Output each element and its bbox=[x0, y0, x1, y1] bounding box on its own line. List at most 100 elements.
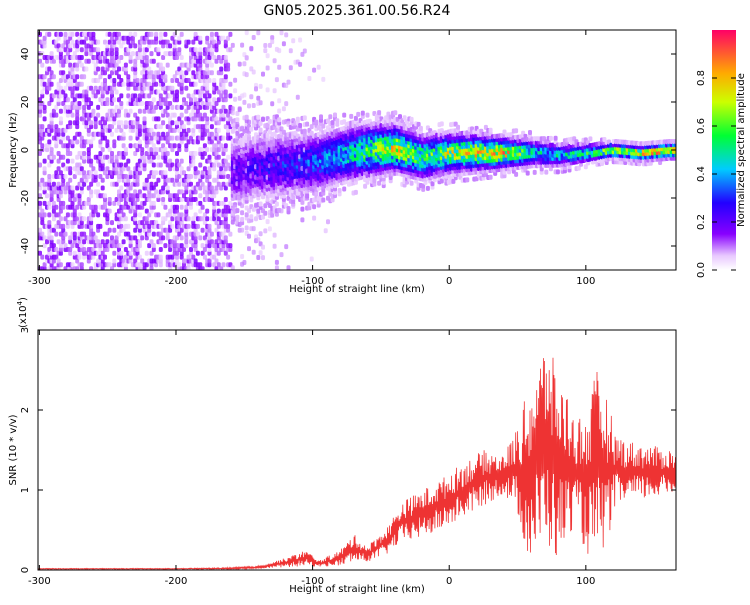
spectrogram-cell bbox=[135, 181, 140, 187]
spectrogram-cell bbox=[212, 112, 217, 118]
spectrogram-cell bbox=[230, 42, 235, 48]
spectrogram-cell bbox=[89, 170, 94, 176]
spectrogram-cell bbox=[189, 204, 193, 210]
spectrogram-cell bbox=[112, 66, 117, 72]
spectrogram-cell bbox=[172, 112, 177, 118]
spectrogram-cell bbox=[114, 154, 119, 160]
spectrogram-cell bbox=[84, 35, 89, 41]
spectrogram-cell bbox=[272, 232, 277, 238]
spectrogram-cell bbox=[277, 64, 282, 70]
spectrogram-cell bbox=[75, 185, 80, 191]
spectrogram-cell bbox=[72, 208, 77, 214]
spectrogram-cell bbox=[86, 116, 91, 122]
spectrogram-cell bbox=[56, 166, 61, 172]
spectrogram-cell bbox=[161, 55, 166, 60]
spectrogram-cell bbox=[110, 220, 114, 226]
spectrogram-cell bbox=[168, 208, 173, 214]
spectrogram-cell bbox=[200, 227, 205, 233]
spectrogram-cell bbox=[175, 124, 179, 130]
spectrogram-cell bbox=[279, 30, 284, 36]
spectrogram-cell bbox=[251, 226, 256, 232]
spectrogram-cell bbox=[103, 78, 107, 83]
spectrogram-cell bbox=[175, 89, 179, 95]
spectrogram-cell bbox=[205, 120, 210, 126]
spectrogram-cell bbox=[126, 181, 131, 187]
spectrogram-cell bbox=[207, 174, 212, 179]
spectrogram-cell bbox=[161, 66, 166, 72]
spectrogram-cell bbox=[186, 166, 191, 172]
spectrogram-cell bbox=[177, 143, 182, 149]
spectrogram-cell bbox=[123, 62, 128, 68]
spectrogram-cell bbox=[107, 147, 112, 153]
spectrogram-cell bbox=[179, 204, 184, 210]
spectrogram-cell bbox=[177, 162, 182, 168]
spectrogram-cell bbox=[151, 58, 156, 64]
spectrogram-cell bbox=[100, 66, 105, 72]
spectrogram-cell bbox=[193, 212, 198, 218]
spectrogram-cell bbox=[126, 47, 131, 53]
spectrogram-cell bbox=[237, 106, 242, 112]
spectrogram-cell bbox=[143, 270, 147, 275]
spectrogram-cell bbox=[100, 239, 105, 245]
spectrogram-cell bbox=[409, 116, 414, 122]
spectrogram-cell bbox=[200, 170, 205, 176]
spectrogram-cell bbox=[93, 120, 98, 126]
spectrogram-cell bbox=[212, 81, 217, 87]
spectrogram-cell bbox=[179, 212, 184, 218]
spectrogram-cell bbox=[103, 170, 107, 176]
spectrogram-cell bbox=[86, 174, 91, 179]
spectrogram-cell bbox=[70, 66, 75, 72]
spectrogram-cell bbox=[130, 35, 135, 41]
spectrogram-cell bbox=[207, 170, 212, 176]
spectrogram-cell bbox=[205, 66, 210, 72]
spectrogram-cell bbox=[202, 220, 207, 226]
spectrogram-cell bbox=[121, 258, 126, 264]
spectrogram-cell bbox=[45, 270, 49, 275]
spectrogram-cell bbox=[47, 181, 52, 187]
spectrogram-cell bbox=[133, 93, 138, 99]
spectrogram-cell bbox=[126, 85, 131, 91]
spectrogram-cell bbox=[202, 131, 207, 137]
spectrogram-cell bbox=[130, 97, 135, 103]
spectrogram-cell bbox=[47, 143, 52, 149]
spectrogram-cell bbox=[54, 124, 59, 130]
spectrogram-cell bbox=[149, 70, 154, 76]
spectrogram-cell bbox=[353, 115, 358, 121]
spectrogram-cell bbox=[214, 185, 219, 191]
spectrogram-cell bbox=[47, 177, 52, 183]
spectrogram-cell bbox=[51, 181, 56, 187]
spectrogram-cell bbox=[79, 185, 84, 191]
spectrogram-cell bbox=[142, 200, 147, 206]
spectrogram-cell bbox=[58, 116, 63, 122]
spectrogram-cell bbox=[70, 143, 75, 149]
spectrogram-cell bbox=[168, 101, 173, 106]
spectrogram-cell bbox=[154, 170, 159, 176]
spectrogram-cell bbox=[175, 93, 179, 99]
spectrogram-cell bbox=[47, 162, 52, 168]
spectrogram-cell bbox=[49, 197, 54, 202]
figure-title: GN05.2025.361.00.56.R24 bbox=[264, 3, 451, 19]
spectrogram-cell bbox=[161, 185, 166, 191]
spectrogram-cell bbox=[89, 51, 94, 57]
spectrogram-cell bbox=[103, 39, 107, 45]
spectrogram-cell bbox=[86, 258, 91, 264]
spectrogram-cell bbox=[112, 108, 117, 114]
spectrogram-cell bbox=[179, 112, 184, 118]
spectrogram-cell bbox=[198, 97, 203, 103]
spectrogram-cell bbox=[172, 127, 177, 133]
spectrogram-cell bbox=[142, 116, 147, 122]
spectrogram-cell bbox=[149, 208, 154, 214]
spectrogram-cell bbox=[165, 39, 170, 45]
spectrogram-cell bbox=[142, 227, 147, 233]
spectrogram-cell bbox=[103, 200, 107, 206]
spectrogram-cell bbox=[61, 154, 66, 160]
spectrogram-cell bbox=[110, 93, 114, 99]
spectrogram-cell bbox=[86, 131, 91, 137]
spectrogram-cell bbox=[170, 223, 175, 229]
spectrogram-cell bbox=[54, 170, 59, 176]
spectrogram-cell bbox=[158, 247, 163, 252]
spectrogram-cell bbox=[163, 74, 168, 80]
spectrogram-cell bbox=[114, 51, 119, 57]
spectrogram-cell bbox=[223, 197, 228, 202]
spectrogram-cell bbox=[149, 151, 154, 156]
